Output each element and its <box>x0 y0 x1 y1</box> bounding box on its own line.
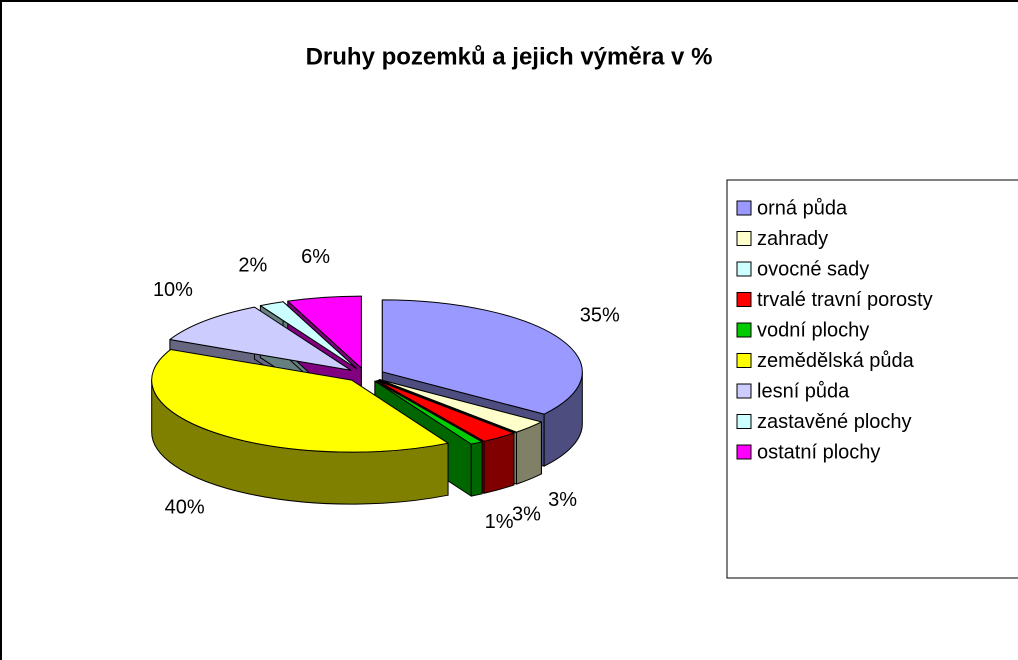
legend-box <box>726 179 1018 579</box>
legend-swatch <box>736 414 752 429</box>
legend-label: zastavěné plochy <box>757 411 912 433</box>
data-label: 10% <box>153 279 193 301</box>
legend-label: zemědělská půda <box>757 350 915 372</box>
legend-swatch <box>736 200 752 216</box>
slice-side <box>483 432 515 494</box>
legend-label: lesní půda <box>757 380 850 402</box>
legend-label: vodní plochy <box>757 319 869 341</box>
legend-swatch <box>736 292 752 307</box>
slice <box>376 380 515 442</box>
legend-swatch <box>736 231 752 246</box>
slice <box>377 379 516 434</box>
slice-side <box>470 441 483 497</box>
data-label: 40% <box>165 496 205 518</box>
legend-label: zahrady <box>757 228 828 250</box>
chart-title: Druhy pozemků a jejich výměra v % <box>306 43 713 70</box>
legend-swatch <box>736 261 752 277</box>
data-label: 35% <box>580 305 620 327</box>
legend-label: trvalé travní porosty <box>757 289 933 311</box>
data-label: 3% <box>512 503 541 525</box>
slice <box>374 380 483 445</box>
legend-swatch <box>736 353 752 368</box>
slice <box>381 299 583 415</box>
legend-label: ostatní plochy <box>757 441 880 463</box>
legend-swatch <box>736 444 752 460</box>
legend-label: ovocné sady <box>757 258 869 280</box>
legend-swatch <box>736 383 752 399</box>
slice <box>151 348 449 453</box>
slice <box>379 379 542 433</box>
legend-label: orná půda <box>757 197 848 219</box>
data-label: 6% <box>301 246 330 268</box>
slice <box>287 295 362 369</box>
data-label: 1% <box>485 511 514 533</box>
slice <box>259 301 358 370</box>
slice <box>169 306 352 371</box>
data-label: 2% <box>238 254 267 276</box>
data-label: 3% <box>548 489 577 511</box>
legend-swatch <box>736 322 752 338</box>
